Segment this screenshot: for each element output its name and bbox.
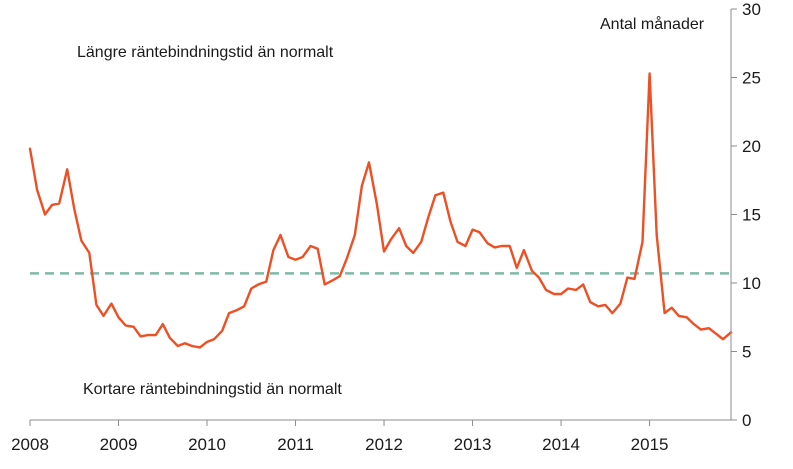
x-tick-label: 2010 [188,435,226,454]
y-tick-label: 15 [742,206,761,225]
annotation-lower: Kortare räntebindningstid än normalt [83,381,342,398]
y-tick-label: 5 [742,343,751,362]
annotation-upper: Längre räntebindningstid än normalt [77,44,334,61]
y-tick-label: 30 [742,0,761,19]
x-tick-label: 2011 [277,435,314,454]
x-tick-label: 2012 [365,435,403,454]
axis-layer [30,9,732,421]
y-tick-label: 20 [742,137,761,156]
y-axis-label: Antal månader [600,15,705,33]
x-tick-label: 2013 [454,435,492,454]
x-tick-label: 2008 [11,435,49,454]
y-ticks: 0 5 10 15 20 25 30 [731,0,761,430]
x-ticks: 2008 2009 2010 2011 2012 2013 2014 2015 [11,420,668,454]
x-tick-label: 2014 [542,435,580,454]
y-tick-label: 0 [742,411,751,430]
y-tick-label: 25 [742,69,761,88]
x-tick-label: 2009 [100,435,138,454]
series-line [28,72,733,349]
y-tick-label: 10 [742,274,761,293]
series-layer [28,72,733,349]
x-tick-label: 2015 [631,435,669,454]
